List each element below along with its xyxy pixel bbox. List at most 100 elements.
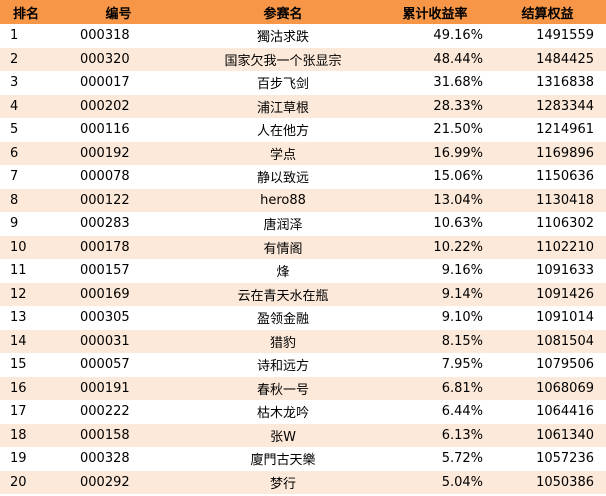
equity-cell: 1081504 xyxy=(489,329,606,353)
header-equity: 结算权益 xyxy=(489,0,606,24)
table-row: 17 000222 枯木龙吟 6.44% 1064416 xyxy=(0,400,606,424)
name-cell: 廈門古天樂 xyxy=(185,447,381,471)
header-return: 累计收益率 xyxy=(381,0,489,24)
name-cell: 猎豹 xyxy=(185,329,381,353)
return-cell: 8.15% xyxy=(381,329,489,353)
name-cell: 梦行 xyxy=(185,470,381,494)
rank-cell: 14 xyxy=(0,329,52,353)
code-cell: 000116 xyxy=(52,118,185,142)
rank-cell: 9 xyxy=(0,212,52,236)
table-row: 3 000017 百步飞剑 31.68% 1316838 xyxy=(0,71,606,95)
rank-cell: 20 xyxy=(0,470,52,494)
return-cell: 49.16% xyxy=(381,24,489,48)
name-cell: 百步飞剑 xyxy=(185,71,381,95)
rank-cell: 8 xyxy=(0,188,52,212)
table-row: 12 000169 云在青天水在瓶 9.14% 1091426 xyxy=(0,282,606,306)
return-cell: 15.06% xyxy=(381,165,489,189)
table-row: 4 000202 浦江草根 28.33% 1283344 xyxy=(0,94,606,118)
name-cell: 国家欠我一个张显宗 xyxy=(185,47,381,71)
code-cell: 000031 xyxy=(52,329,185,353)
equity-cell: 1491559 xyxy=(489,24,606,48)
return-cell: 28.33% xyxy=(381,94,489,118)
rank-cell: 3 xyxy=(0,71,52,95)
return-cell: 31.68% xyxy=(381,71,489,95)
header-code: 编号 xyxy=(52,0,185,24)
code-cell: 000192 xyxy=(52,141,185,165)
table-body: 1 000318 獨沽求跌 49.16% 1491559 2 000320 国家欠我一个张显宗… xyxy=(0,24,606,494)
return-cell: 10.22% xyxy=(381,235,489,259)
equity-cell: 1150636 xyxy=(489,165,606,189)
code-cell: 000158 xyxy=(52,423,185,447)
code-cell: 000017 xyxy=(52,71,185,95)
name-cell: hero88 xyxy=(185,188,381,212)
table-row: 15 000057 诗和远方 7.95% 1079506 xyxy=(0,353,606,377)
equity-cell: 1316838 xyxy=(489,71,606,95)
equity-cell: 1091014 xyxy=(489,306,606,330)
rank-cell: 11 xyxy=(0,259,52,283)
return-cell: 6.81% xyxy=(381,376,489,400)
equity-cell: 1068069 xyxy=(489,376,606,400)
code-cell: 000191 xyxy=(52,376,185,400)
name-cell: 人在他方 xyxy=(185,118,381,142)
equity-cell: 1079506 xyxy=(489,353,606,377)
code-cell: 000202 xyxy=(52,94,185,118)
header-name: 参赛名 xyxy=(185,0,381,24)
code-cell: 000078 xyxy=(52,165,185,189)
return-cell: 9.10% xyxy=(381,306,489,330)
name-cell: 獨沽求跌 xyxy=(185,24,381,48)
equity-cell: 1106302 xyxy=(489,212,606,236)
rank-cell: 6 xyxy=(0,141,52,165)
equity-cell: 1484425 xyxy=(489,47,606,71)
table-row: 14 000031 猎豹 8.15% 1081504 xyxy=(0,329,606,353)
equity-cell: 1283344 xyxy=(489,94,606,118)
rank-cell: 19 xyxy=(0,447,52,471)
code-cell: 000283 xyxy=(52,212,185,236)
table-row: 1 000318 獨沽求跌 49.16% 1491559 xyxy=(0,24,606,48)
code-cell: 000305 xyxy=(52,306,185,330)
name-cell: 学点 xyxy=(185,141,381,165)
header-rank: 排名 xyxy=(0,0,52,24)
code-cell: 000292 xyxy=(52,470,185,494)
equity-cell: 1214961 xyxy=(489,118,606,142)
table-row: 20 000292 梦行 5.04% 1050386 xyxy=(0,470,606,494)
name-cell: 张W xyxy=(185,423,381,447)
table-row: 5 000116 人在他方 21.50% 1214961 xyxy=(0,118,606,142)
return-cell: 48.44% xyxy=(381,47,489,71)
name-cell: 枯木龙吟 xyxy=(185,400,381,424)
name-cell: 诗和远方 xyxy=(185,353,381,377)
equity-cell: 1050386 xyxy=(489,470,606,494)
code-cell: 000157 xyxy=(52,259,185,283)
rank-cell: 2 xyxy=(0,47,52,71)
table-row: 7 000078 静以致远 15.06% 1150636 xyxy=(0,165,606,189)
table-row: 6 000192 学点 16.99% 1169896 xyxy=(0,141,606,165)
header-row: 排名 编号 参赛名 累计收益率 结算权益 xyxy=(0,0,606,24)
equity-cell: 1102210 xyxy=(489,235,606,259)
table-header: 排名 编号 参赛名 累计收益率 结算权益 xyxy=(0,0,606,24)
return-cell: 6.13% xyxy=(381,423,489,447)
code-cell: 000318 xyxy=(52,24,185,48)
code-cell: 000178 xyxy=(52,235,185,259)
rank-cell: 5 xyxy=(0,118,52,142)
table-row: 13 000305 盈领金融 9.10% 1091014 xyxy=(0,306,606,330)
rank-cell: 18 xyxy=(0,423,52,447)
rank-cell: 4 xyxy=(0,94,52,118)
return-cell: 5.04% xyxy=(381,470,489,494)
table-row: 16 000191 春秋一号 6.81% 1068069 xyxy=(0,376,606,400)
return-cell: 7.95% xyxy=(381,353,489,377)
code-cell: 000057 xyxy=(52,353,185,377)
return-cell: 21.50% xyxy=(381,118,489,142)
name-cell: 云在青天水在瓶 xyxy=(185,282,381,306)
name-cell: 有情阁 xyxy=(185,235,381,259)
equity-cell: 1057236 xyxy=(489,447,606,471)
name-cell: 盈领金融 xyxy=(185,306,381,330)
code-cell: 000320 xyxy=(52,47,185,71)
equity-cell: 1169896 xyxy=(489,141,606,165)
code-cell: 000122 xyxy=(52,188,185,212)
table-row: 9 000283 唐润泽 10.63% 1106302 xyxy=(0,212,606,236)
table-row: 8 000122 hero88 13.04% 1130418 xyxy=(0,188,606,212)
return-cell: 10.63% xyxy=(381,212,489,236)
name-cell: 烽 xyxy=(185,259,381,283)
code-cell: 000222 xyxy=(52,400,185,424)
name-cell: 静以致远 xyxy=(185,165,381,189)
